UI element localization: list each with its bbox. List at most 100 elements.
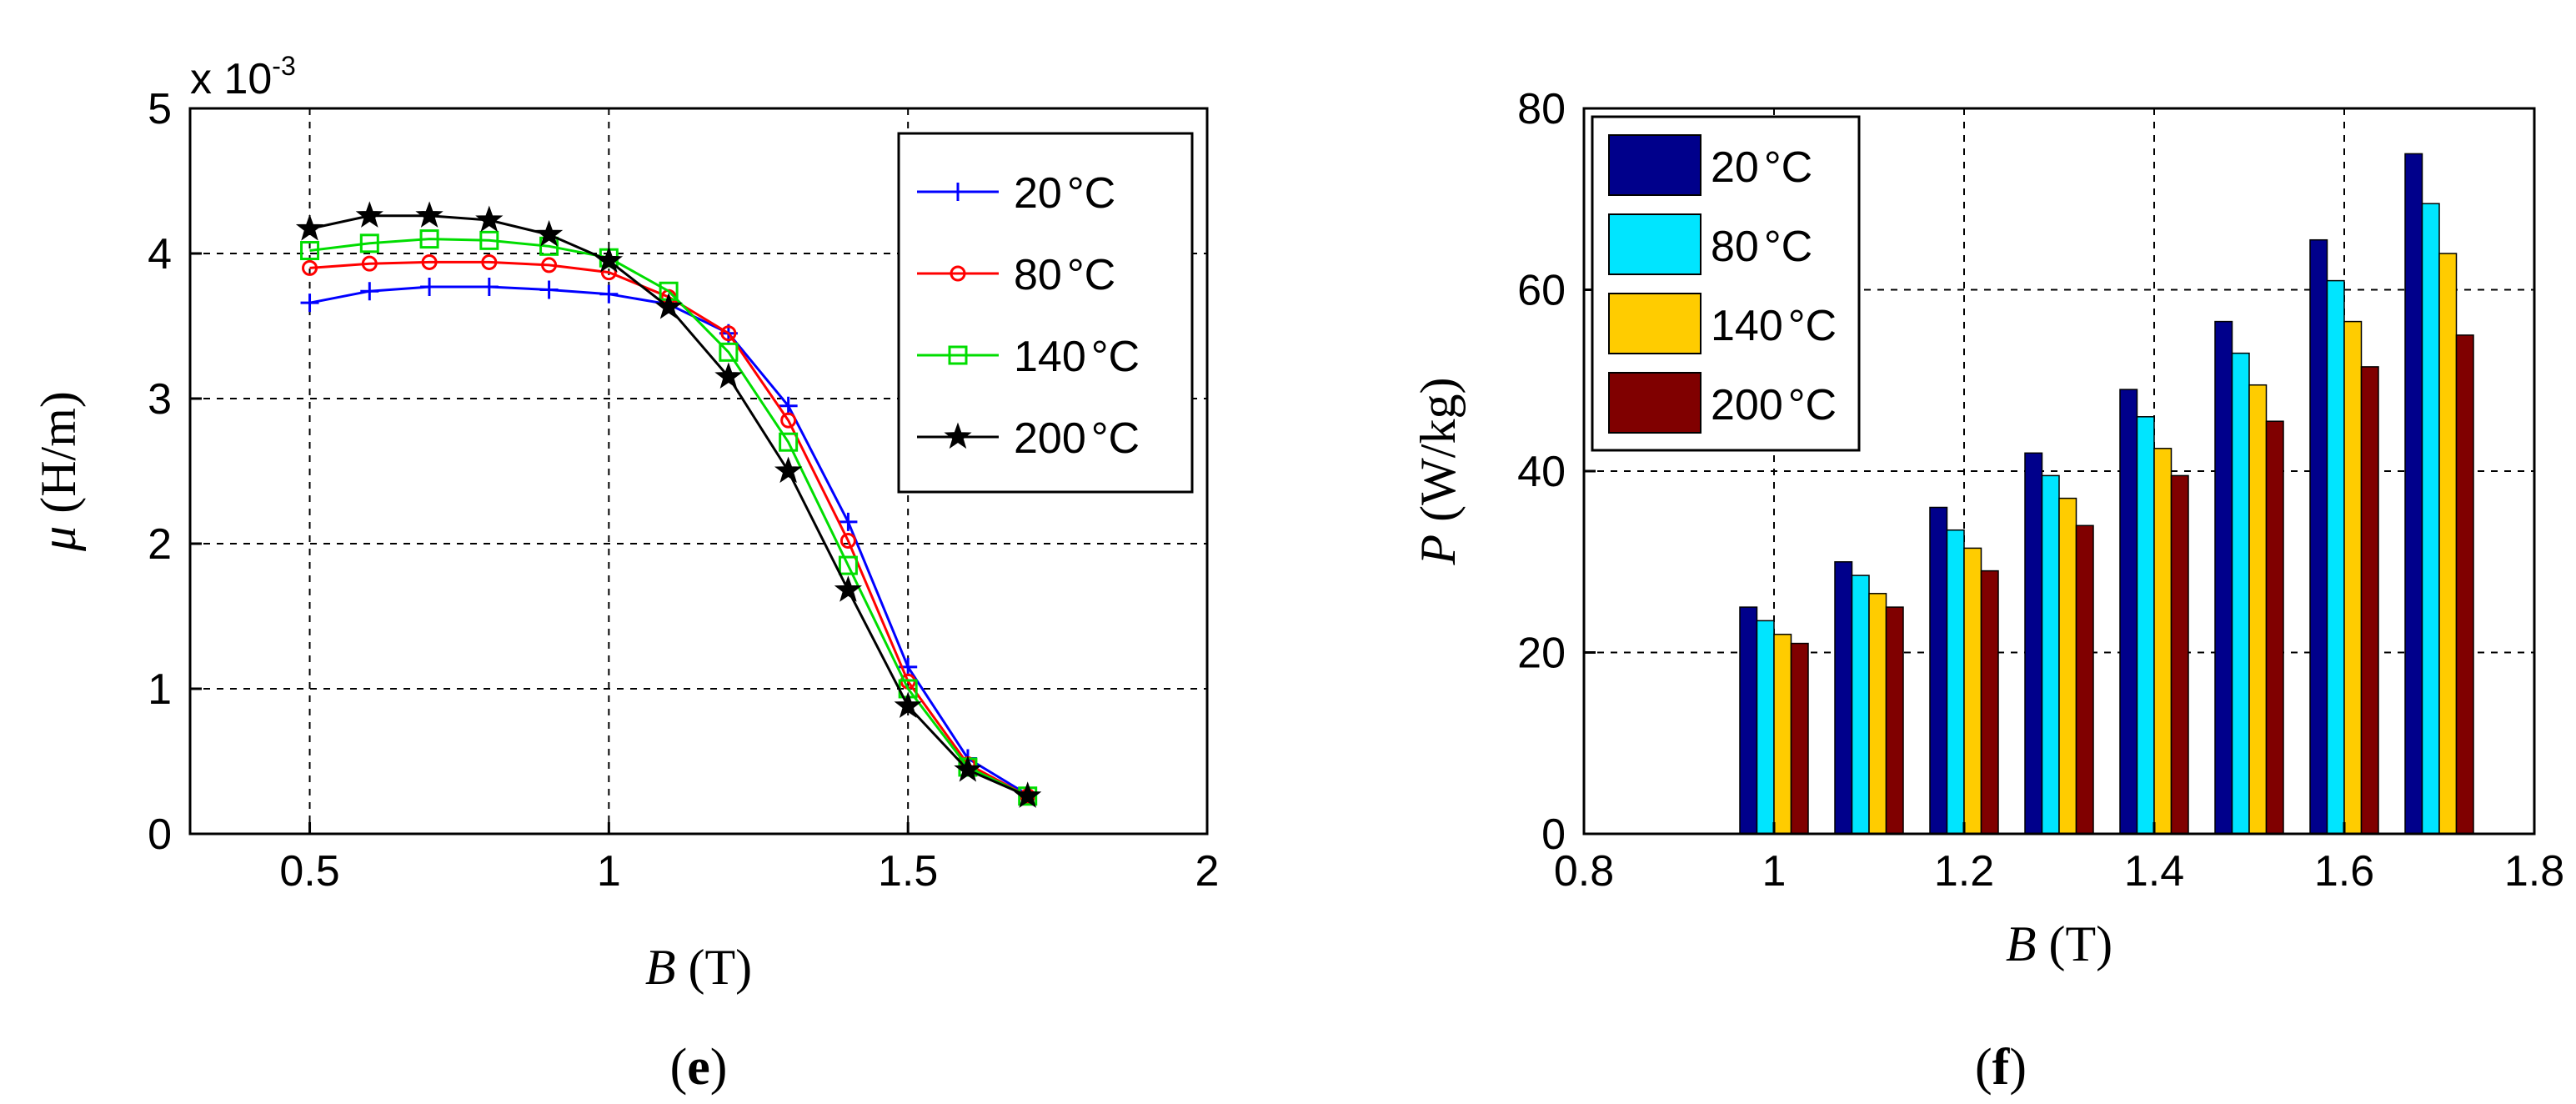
chart-e-point-200 [355,201,383,228]
chart-e-point-200 [415,201,444,228]
chart-e-point-20 [599,284,619,304]
chart-f-bar-20 [1929,506,1948,835]
chart-f-x-tick-label: 1.6 [2314,847,2374,896]
chart-f-y-tick-label: 40 [1517,448,1566,496]
chart-e-point-200 [834,575,863,602]
chart-f-bar-20 [2024,452,2043,835]
chart-e-point-140 [838,555,858,575]
chart-f-bar-200 [2075,524,2094,835]
chart-e-y-tick-label: 5 [148,85,172,133]
chart-e-legend-marker-80 [950,265,966,282]
chart-f-bar-80 [2326,279,2345,835]
chart-f-bar-140 [1868,593,1887,835]
chart-f-legend-swatch-80 [1608,213,1701,275]
chart-e-point-20 [479,278,499,297]
chart-f-y-tick-label: 80 [1517,85,1566,133]
chart-e-y-tick-label: 3 [148,375,172,424]
chart-f-y-tick-label: 20 [1517,630,1566,678]
chart-e-point-20 [539,280,559,299]
chart-e-legend-marker-20 [949,183,967,201]
chart-e-y-tick-label: 4 [148,230,172,279]
chart-f-bar-20 [1834,561,1853,835]
chart-f-y-tick-label: 60 [1517,267,1566,315]
chart-e-point-200 [714,362,743,389]
chart-e-point-200 [954,755,982,782]
chart-e-point-200 [534,219,564,247]
chart-f-bar-200 [2170,474,2189,835]
chart-e-point-200 [1014,781,1042,808]
chart-e-point-140 [479,230,499,250]
chart-e-xlabel: B (T) [645,940,752,995]
chart-e-y-tick-label: 2 [148,520,172,569]
chart-e-point-140 [419,229,439,249]
chart-f-legend-label-20: 20 °C [1711,143,1812,192]
chart-f-bar-80 [1756,620,1775,835]
chart-f-bar-200 [1790,642,1809,835]
chart-f-x-tick-label: 1.8 [2504,847,2564,896]
chart-e-series-line-140 [309,238,1029,798]
chart-f-x-tick-label: 1.2 [1934,847,1994,896]
chart-e-x-tick-label: 0.5 [279,847,339,896]
chart-f-panel-label: (f) [1975,1039,2027,1096]
chart-e-point-140 [719,342,739,362]
chart-f-legend-label-80: 80 °C [1711,223,1812,271]
chart-e-legend: 20 °C 80 °C 140 °C 200 °C [897,132,1194,494]
chart-e-point-140 [779,432,799,452]
chart-e-x-tick-label: 1 [597,847,621,896]
chart-f-ticks: 0.8 1 1.2 1.4 1.6 1.8 0 20 40 60 80 [1517,85,2564,896]
chart-f-bar-140 [2058,497,2077,835]
chart-e-legend-box [897,132,1194,494]
chart-e-point-20 [420,278,439,297]
chart-e-ticks: 0.5 1 1.5 2 0 1 2 3 4 5 [148,85,1219,896]
chart-e-legend-label-20: 20 °C [1014,169,1115,218]
chart-f-bar-140 [1963,547,1982,835]
chart-f-bar-200 [1885,606,1904,835]
chart-e-point-200 [654,292,683,319]
chart-f-legend-swatch-140 [1608,293,1701,354]
chart-f-legend-swatch-20 [1608,134,1701,196]
chart-f-legend-swatch-200 [1608,372,1701,434]
chart-e-point-200 [774,456,803,484]
chart-e-point-80 [481,253,498,270]
chart-e-legend-marker-140 [948,345,968,365]
chart-e-legend-label-140: 140 °C [1014,333,1140,381]
chart-e-y-tick-label: 1 [148,665,172,714]
chart-e-frame [188,107,1209,836]
chart-e-legend-marker-200 [944,422,972,449]
chart-e-point-200 [894,691,922,718]
chart-e: 0.5 1 1.5 2 0 1 2 3 4 5 x 10-3 B (T) μ (H/m) 20 °C… [31,51,1219,1096]
chart-e-legend-label-80: 80 °C [1014,251,1115,299]
chart-f-bar-20 [2309,238,2328,835]
chart-e-point-20 [360,282,379,301]
chart-f-bar-80 [2136,416,2155,835]
chart-e-x-tick-label: 2 [1195,847,1220,896]
chart-f-ylabel: P (W/kg) [1411,378,1466,566]
chart-e-point-80 [720,325,737,342]
chart-e-point-80 [839,533,856,549]
chart-e-point-20 [300,294,319,313]
chart-f-bar-20 [2214,320,2233,835]
chart-f-legend-label-200: 200 °C [1711,381,1837,429]
chart-f-bar-200 [2455,334,2474,835]
chart-e-point-20 [839,512,858,531]
chart-e-point-80 [541,257,558,273]
chart-e-point-200 [475,205,504,233]
chart-f-bar-20 [2404,153,2423,835]
chart-e-point-140 [300,241,320,261]
chart-f-bar-20 [1739,606,1758,835]
chart-e-point-80 [780,412,797,429]
chart-f-bar-80 [1946,529,1965,835]
chart-f-x-tick-label: 1 [1762,847,1787,896]
chart-e-y-tick-label: 0 [148,810,172,859]
chart-e-point-200 [295,213,324,241]
chart-f-y-tick-label: 0 [1541,810,1566,859]
chart-f-bar-80 [2231,352,2250,835]
chart-f-legend-label-140: 140 °C [1711,302,1837,350]
chart-f-bar-200 [2265,420,2284,835]
chart-e-point-80 [361,255,378,272]
chart-f-x-tick-label: 0.8 [1554,847,1614,896]
chart-f-bar-20 [2119,389,2138,835]
chart-e-x-tick-label: 1.5 [878,847,938,896]
chart-f-xlabel: B (T) [2006,916,2112,971]
chart-e-point-20 [779,396,798,415]
